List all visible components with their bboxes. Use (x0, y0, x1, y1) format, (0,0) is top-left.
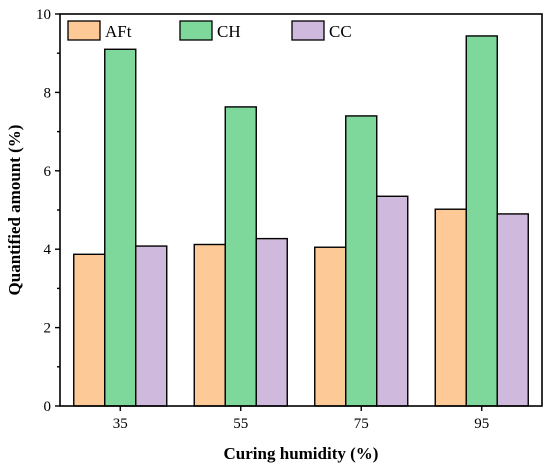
bar-aft-55 (193, 243, 226, 407)
y-tick-label: 8 (44, 85, 52, 101)
y-tick-label: 10 (36, 7, 51, 23)
y-tick-label: 6 (44, 164, 52, 180)
legend: AFt CH CC (67, 20, 352, 41)
bar-cc-75 (376, 195, 409, 407)
legend-swatch-aft (67, 20, 101, 41)
legend-label-aft: AFt (105, 22, 132, 41)
legend-label-cc: CC (329, 22, 352, 41)
bar-cc-35 (135, 245, 168, 407)
x-tick-label: 95 (474, 416, 489, 432)
y-tick-label: 4 (44, 242, 52, 258)
bar-ch-55 (224, 106, 257, 407)
bar-cc-95 (496, 213, 529, 407)
bar-ch-95 (465, 35, 498, 407)
legend-swatch-ch (179, 20, 213, 41)
bar-cc-55 (255, 237, 288, 407)
x-tick-label: 35 (113, 416, 128, 432)
legend-label-ch: CH (217, 22, 241, 41)
x-tick-label: 75 (354, 416, 369, 432)
bar-ch-35 (104, 48, 137, 407)
legend-swatch-cc (291, 20, 325, 41)
bar-aft-35 (73, 253, 106, 407)
bar-aft-95 (434, 208, 467, 407)
bar-aft-75 (314, 246, 347, 407)
y-axis-title: Quantified amount (%) (5, 125, 24, 296)
y-tick-label: 0 (44, 399, 52, 415)
y-tick-label: 2 (44, 321, 52, 337)
x-tick-label: 55 (233, 416, 248, 432)
ticks-layer: 35 55 75 95 0 2 4 6 8 10 (36, 7, 489, 432)
bars-layer (73, 35, 529, 407)
x-axis-title: Curing humidity (%) (224, 444, 379, 463)
bar-ch-75 (345, 115, 378, 407)
